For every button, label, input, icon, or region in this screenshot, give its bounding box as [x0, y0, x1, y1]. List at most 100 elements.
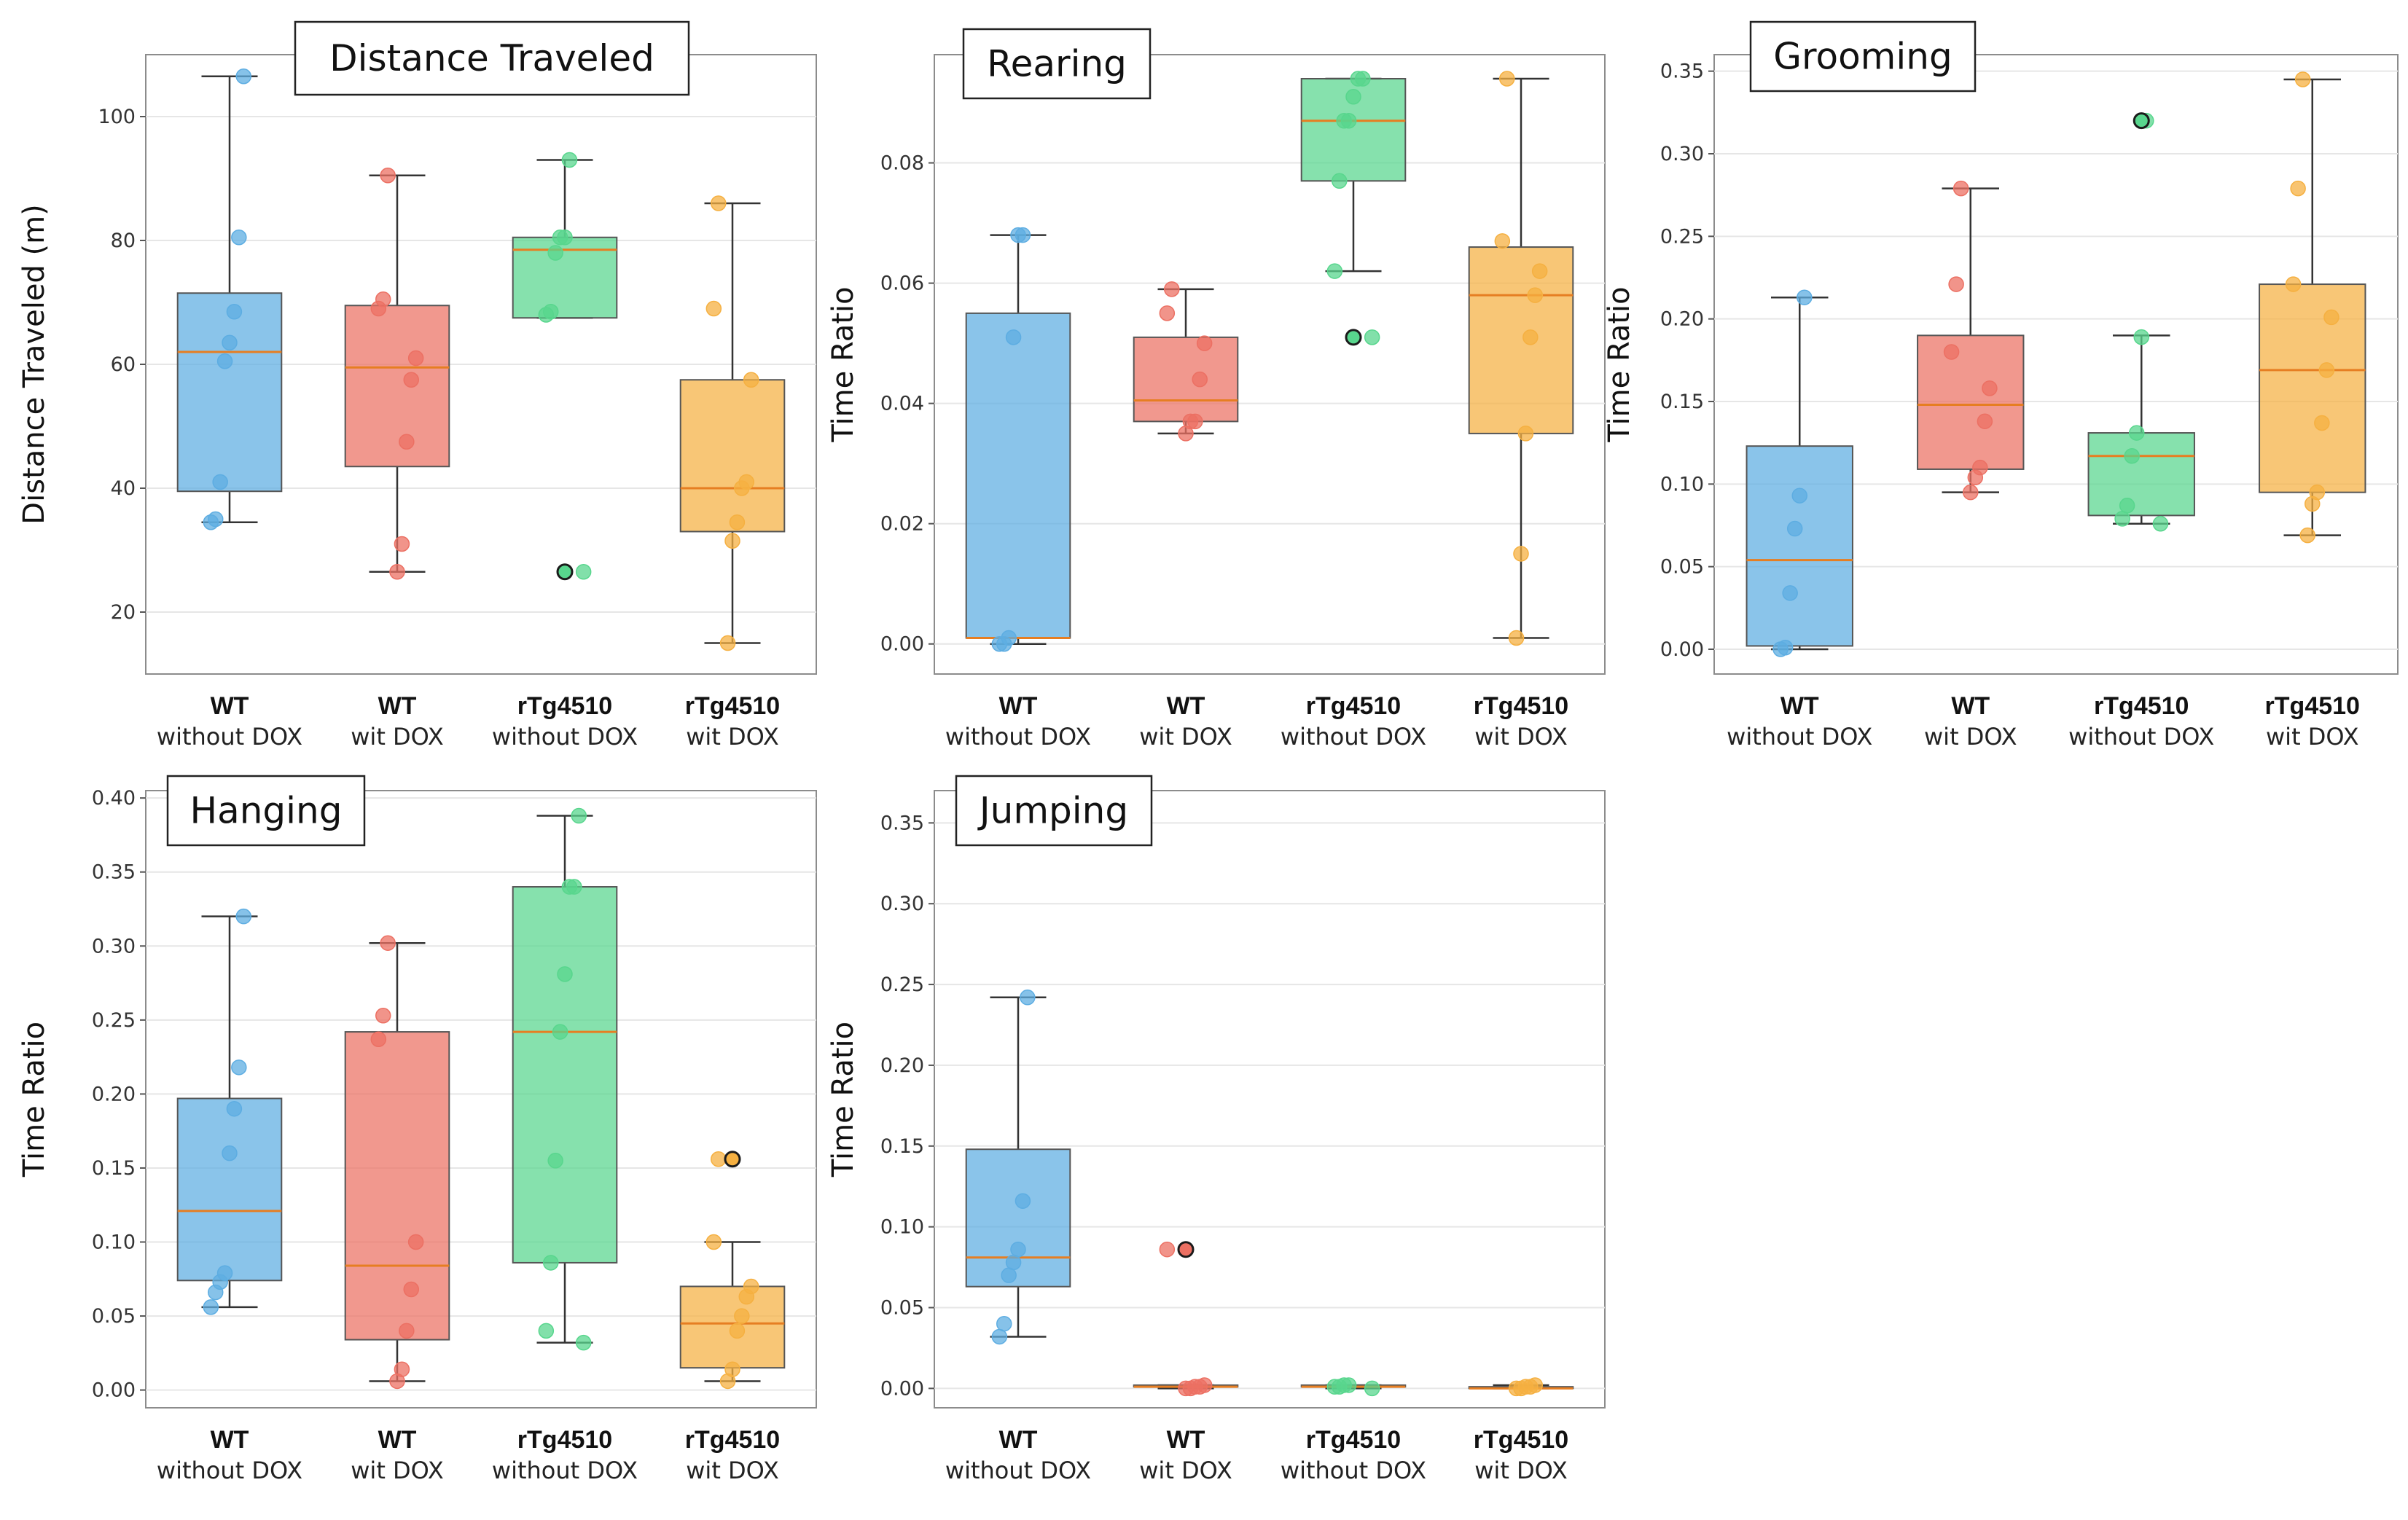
data-point: [729, 514, 746, 530]
box-iqr: [679, 379, 786, 533]
x-category-sublabel: wit DOX: [1139, 1457, 1232, 1484]
data-point: [1159, 1241, 1176, 1258]
y-tick-label: 0.35: [880, 812, 924, 834]
x-category-label: WT: [1167, 692, 1205, 720]
box-group-4: [1468, 71, 1574, 646]
box-iqr: [2259, 283, 2366, 493]
data-point: [1015, 227, 1031, 243]
data-point: [1010, 1241, 1026, 1258]
box-group-3: [1300, 1377, 1407, 1397]
data-point: [1972, 459, 1988, 476]
data-point: [571, 807, 587, 824]
outlier-point: [556, 563, 574, 581]
x-category-label: rTg4510: [1474, 692, 1568, 720]
data-point: [1020, 990, 1036, 1006]
box-group-2: [344, 935, 450, 1390]
data-point: [1513, 546, 1529, 562]
data-point: [203, 1299, 219, 1315]
data-point: [575, 1334, 592, 1351]
data-point: [235, 908, 252, 925]
box-iqr: [1133, 336, 1239, 423]
data-point: [1777, 639, 1794, 656]
data-point: [380, 168, 396, 184]
data-point: [1326, 263, 1343, 279]
x-category-sublabel: without DOX: [157, 1457, 302, 1484]
x-category-label: WT: [999, 1426, 1038, 1454]
data-point: [2128, 425, 2145, 441]
data-point: [1005, 1254, 1022, 1271]
data-point: [1508, 630, 1525, 646]
outlier-point: [2133, 112, 2150, 130]
x-category-sublabel: wit DOX: [1139, 723, 1232, 751]
y-tick-label: 0.35: [1660, 60, 1704, 83]
box-iqr: [512, 886, 618, 1264]
data-point: [1527, 1377, 1544, 1393]
data-point: [705, 1234, 722, 1250]
data-point: [2318, 362, 2335, 378]
plot-frame: [934, 790, 1606, 1409]
data-point: [1364, 329, 1380, 345]
chart-title: Grooming: [1773, 36, 1952, 78]
data-point: [231, 1059, 247, 1076]
data-point: [991, 1328, 1008, 1345]
data-point: [370, 1031, 387, 1047]
data-point: [1196, 1377, 1213, 1393]
x-category-label: rTg4510: [517, 692, 612, 720]
data-point: [380, 935, 396, 951]
data-point: [407, 1234, 424, 1250]
data-point: [399, 434, 415, 450]
x-category-sublabel: wit DOX: [351, 723, 443, 751]
data-point: [1782, 585, 1798, 601]
data-point: [1331, 173, 1348, 189]
x-category-label: rTg4510: [1474, 1426, 1568, 1454]
data-point: [2133, 329, 2149, 345]
data-point: [1982, 380, 1998, 396]
data-point: [575, 564, 592, 580]
data-point: [231, 230, 247, 246]
data-point: [1943, 344, 1960, 360]
x-category-label: rTg4510: [2094, 692, 2189, 720]
y-tick-label: 0.30: [1660, 143, 1704, 165]
title-box: [294, 20, 690, 96]
data-point: [734, 1308, 750, 1324]
y-tick-label: 0.25: [1660, 225, 1704, 248]
y-tick-label: 0.30: [92, 935, 136, 957]
data-point: [1977, 413, 1993, 429]
data-point: [996, 1315, 1012, 1332]
box-group-3: [512, 807, 618, 1351]
box-group-2: [1917, 180, 2025, 501]
x-category-label: WT: [1780, 692, 1819, 720]
y-tick-label: 0.35: [92, 861, 136, 884]
y-tick-label: 0.15: [1660, 391, 1704, 413]
data-point: [1786, 520, 1803, 537]
data-point: [1001, 630, 1017, 646]
data-point: [2299, 527, 2315, 544]
y-tick-label: 0.05: [1660, 556, 1704, 579]
box-group-4: [679, 1151, 786, 1390]
data-point: [1340, 1377, 1357, 1393]
data-point: [2290, 180, 2306, 197]
data-point: [403, 1281, 420, 1298]
y-tick-label: 0.20: [1660, 308, 1704, 331]
data-point: [566, 879, 582, 895]
y-tick-label: 40: [111, 477, 136, 500]
x-category-label: WT: [1167, 1426, 1205, 1454]
data-point: [557, 966, 573, 982]
data-point: [1364, 1380, 1380, 1397]
data-point: [542, 1255, 559, 1271]
x-category-label: rTg4510: [2265, 692, 2360, 720]
data-point: [2124, 448, 2140, 464]
data-point: [1531, 263, 1548, 279]
data-point: [399, 1323, 415, 1339]
box-iqr: [1468, 246, 1574, 434]
data-point: [743, 1278, 759, 1295]
x-category-sublabel: wit DOX: [351, 1457, 443, 1484]
x-category-sublabel: without DOX: [945, 1457, 1091, 1484]
data-point: [547, 1153, 563, 1169]
x-category-label: WT: [1951, 692, 1990, 720]
data-point: [1522, 329, 1539, 345]
data-point: [403, 372, 420, 388]
data-point: [207, 511, 224, 528]
box-group-4: [2259, 71, 2366, 544]
